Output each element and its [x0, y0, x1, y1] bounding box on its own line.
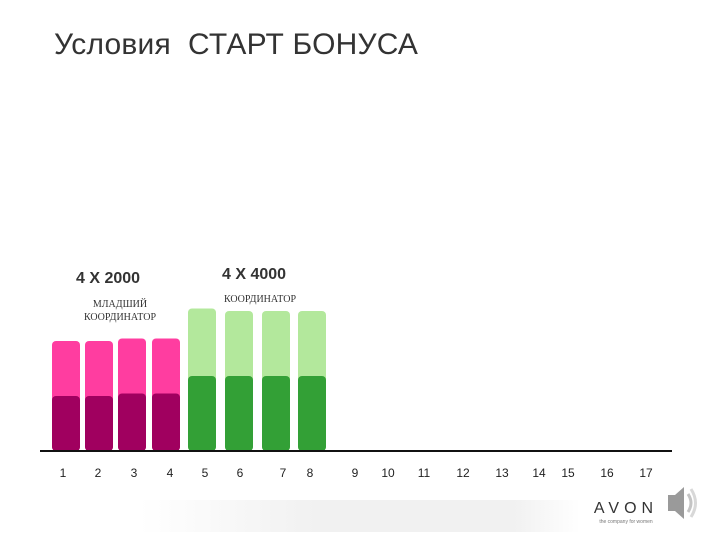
x-tick-label-17: 17	[639, 466, 653, 480]
x-tick-label-14: 14	[532, 466, 546, 480]
group-sublabel-coordinator: КООРДИНАТОР	[223, 294, 297, 305]
x-tick-label-12: 12	[456, 466, 470, 480]
x-tick-label-4: 4	[167, 466, 174, 480]
speaker-icon[interactable]	[662, 478, 702, 528]
bar-5-lower	[188, 376, 216, 451]
bar-2-lower	[85, 396, 113, 451]
bar-4-lower	[152, 393, 180, 451]
group-label-4x4000: 4 Х 4000	[222, 266, 287, 283]
x-tick-label-6: 6	[237, 466, 244, 480]
group-sublabel-line1: МЛАДШИЙ	[92, 299, 148, 310]
x-tick-label-8: 8	[307, 466, 314, 480]
x-axis-tick-labels: 1 2 3 4 5 6 7 8 9 10 11 12 13 14 15 16 17	[60, 466, 653, 480]
footer-band	[140, 500, 580, 532]
bar-1-lower	[52, 396, 80, 451]
x-tick-label-3: 3	[131, 466, 138, 480]
x-tick-label-13: 13	[495, 466, 509, 480]
group-label-4x2000: 4 Х 2000	[76, 270, 141, 287]
bar-3-lower	[118, 393, 146, 451]
group-sublabel-junior-coordinator: МЛАДШИЙ КООРДИНАТОР	[70, 298, 170, 324]
bar-6-lower	[225, 376, 253, 451]
brand-name: AVON	[593, 500, 659, 517]
x-tick-label-15: 15	[561, 466, 575, 480]
bar-8-lower	[298, 376, 326, 451]
avon-logo: AVON the company for women	[590, 500, 662, 525]
x-tick-label-5: 5	[202, 466, 209, 480]
x-tick-label-9: 9	[352, 466, 359, 480]
bar-7-lower	[262, 376, 290, 451]
x-tick-label-1: 1	[60, 466, 67, 480]
x-tick-label-16: 16	[600, 466, 614, 480]
group-sublabel-line2: КООРДИНАТОР	[83, 312, 157, 323]
x-tick-label-7: 7	[280, 466, 287, 480]
x-tick-label-2: 2	[95, 466, 102, 480]
page-title: Условия СТАРТ БОНУСА	[54, 28, 419, 61]
x-tick-label-10: 10	[381, 466, 395, 480]
x-tick-label-11: 11	[418, 466, 431, 480]
brand-tagline: the company for women	[599, 519, 653, 525]
bars-layer	[52, 308, 326, 451]
